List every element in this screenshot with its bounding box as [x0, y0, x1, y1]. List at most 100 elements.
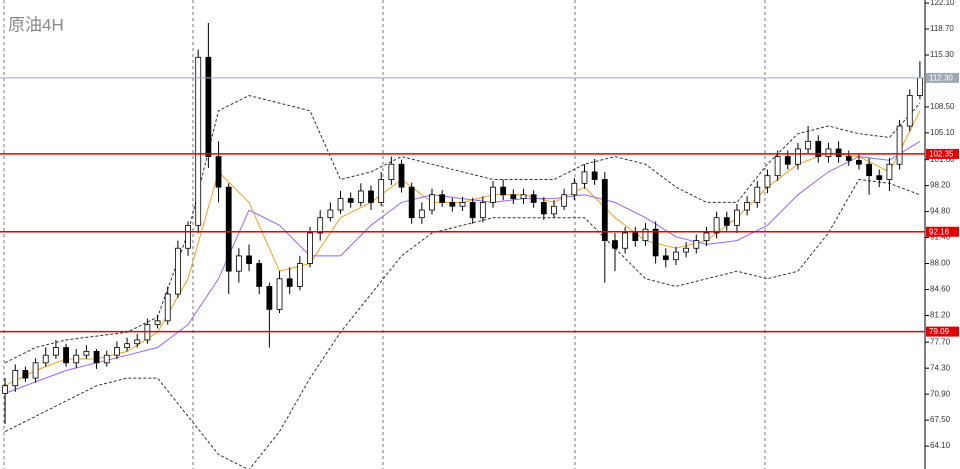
candle-body — [53, 347, 59, 356]
candle-body — [713, 217, 720, 234]
candle-body — [154, 320, 161, 326]
candle-body — [337, 198, 344, 211]
candle-body — [652, 228, 659, 257]
candle-body — [510, 194, 517, 199]
candle-body — [876, 175, 883, 180]
candle-body — [429, 194, 435, 211]
candle-body — [398, 163, 405, 188]
candle-body — [622, 232, 629, 249]
y-tick-label: 105.10 — [930, 128, 955, 137]
level-label-box — [926, 148, 959, 159]
y-tick-label: 70.90 — [930, 389, 951, 398]
candle-body — [601, 179, 608, 242]
candle-body — [388, 163, 395, 180]
candle-body — [662, 255, 669, 261]
y-tick-label: 67.50 — [930, 415, 951, 424]
candle-body — [571, 182, 578, 196]
candle-body — [683, 247, 690, 253]
candle-body — [378, 179, 385, 203]
level-label: 102.35 — [929, 150, 954, 159]
candle-body — [642, 228, 649, 242]
candle-body — [917, 77, 923, 96]
candle-body — [520, 194, 527, 199]
level-label: 79.09 — [929, 327, 950, 336]
candle-body — [307, 232, 313, 264]
candle-body — [540, 202, 547, 215]
candle-body — [906, 95, 913, 127]
candle-body — [32, 362, 39, 379]
candle-body — [124, 343, 130, 348]
y-tick-label: 98.20 — [930, 181, 951, 190]
ma-line — [4, 140, 921, 394]
candle-body — [784, 156, 791, 165]
candle-body — [2, 385, 8, 394]
candle-body — [896, 125, 903, 165]
candle-body — [93, 350, 100, 364]
candle-body — [479, 202, 486, 219]
candle-body — [83, 350, 90, 356]
level-label: 92.16 — [929, 227, 950, 236]
candle-body — [886, 163, 893, 180]
y-tick-label: 115.30 — [930, 50, 954, 59]
candle-body — [418, 209, 425, 219]
candle-body — [449, 202, 456, 207]
y-tick-label: 101.60 — [930, 155, 955, 164]
candle-body — [774, 156, 781, 177]
level-label-box — [926, 226, 959, 237]
candle-body — [693, 240, 700, 249]
y-tick-label: 81.20 — [930, 311, 951, 320]
candle-body — [12, 370, 19, 387]
candle-body — [723, 217, 730, 226]
candle-body — [754, 186, 761, 203]
level-label-box — [926, 326, 959, 337]
candle-body — [561, 194, 568, 207]
candle-body — [825, 148, 832, 157]
candle-body — [612, 240, 618, 249]
candle-body — [490, 186, 496, 203]
candle-body — [469, 202, 476, 219]
y-tick-label: 88.00 — [930, 259, 951, 268]
y-tick-label: 74.30 — [930, 363, 951, 372]
candle-body — [286, 278, 293, 287]
candle-body — [327, 209, 334, 219]
candle-body — [42, 354, 49, 364]
candle-body — [22, 370, 29, 379]
level-label-box — [926, 72, 959, 83]
candle-body — [63, 347, 69, 364]
candle-body — [73, 354, 80, 364]
candle-body — [500, 186, 507, 196]
candle-body — [673, 251, 679, 261]
candle-body — [530, 194, 537, 203]
level-label: 112.30 — [929, 74, 953, 83]
y-tick-label: 118.70 — [930, 24, 954, 33]
candle-body — [134, 339, 141, 345]
candle-body — [103, 354, 110, 364]
candle-body — [266, 286, 273, 310]
candle-body — [734, 209, 740, 226]
y-tick-label: 108.50 — [930, 102, 955, 111]
y-tick-label: 84.60 — [930, 285, 951, 294]
candle-body — [866, 163, 872, 177]
candle-body — [703, 232, 710, 242]
ma-line — [4, 110, 921, 387]
candle-body — [459, 202, 466, 207]
candle-body — [225, 186, 232, 272]
candle-body — [113, 347, 120, 356]
y-tick-label: 122.10 — [930, 0, 955, 7]
candle-body — [185, 224, 191, 249]
candle-body — [246, 255, 252, 264]
candle-body — [845, 156, 852, 161]
y-tick-label: 77.70 — [930, 337, 951, 346]
candle-body — [744, 202, 751, 211]
candle-body — [764, 175, 771, 188]
candle-body — [164, 293, 171, 322]
y-tick-label: 64.10 — [930, 441, 951, 450]
separators — [3, 0, 766, 469]
candle-body — [408, 186, 415, 219]
candle-body — [256, 263, 263, 287]
candle-body — [815, 140, 822, 157]
candle-body — [835, 148, 842, 157]
candle-body — [439, 194, 446, 203]
candle-body — [795, 148, 801, 165]
